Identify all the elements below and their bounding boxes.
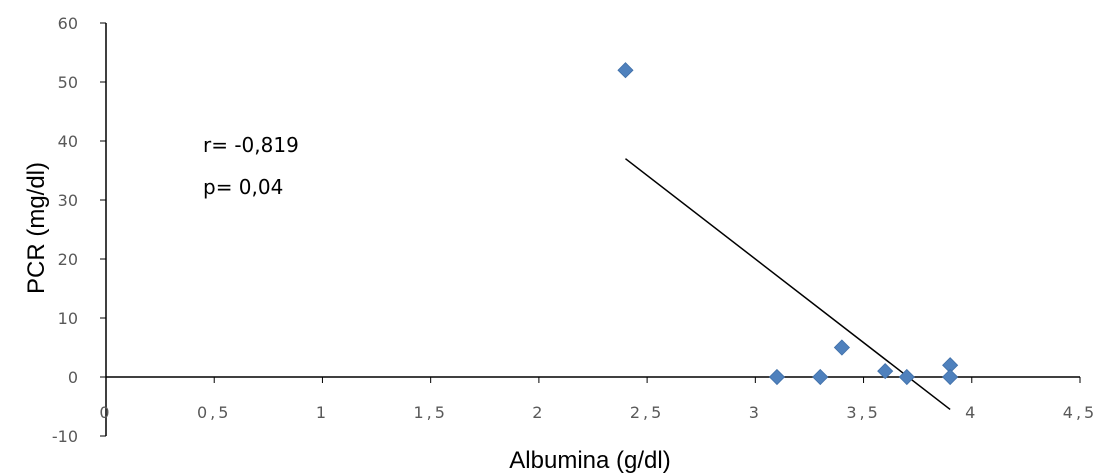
x-tick-label: 4,5 — [1063, 403, 1097, 422]
data-point — [898, 368, 915, 386]
x-tick-label: 0 — [99, 403, 112, 422]
data-point — [833, 339, 850, 356]
x-tick-label: 2,5 — [630, 403, 664, 422]
y-tick-label: -10 — [52, 427, 78, 446]
x-tick-label: 3 — [749, 403, 762, 422]
y-axis: 60 50 40 30 20 10 0 -10 — [52, 14, 107, 446]
x-tick-label: 1 — [316, 403, 329, 422]
data-point — [942, 368, 959, 386]
y-tick-label: 50 — [58, 73, 78, 92]
x-tick-label: 3,5 — [846, 403, 880, 422]
data-point — [617, 62, 634, 79]
annotation-p: p= 0,04 — [203, 175, 283, 199]
x-axis: 0 0,5 1 1,5 2 2,5 3 3,5 4 4,5 — [99, 376, 1097, 422]
x-tick-label: 0,5 — [197, 403, 231, 422]
y-tick-label: 30 — [58, 191, 78, 210]
trendline-line — [625, 158, 951, 411]
data-point — [768, 368, 786, 386]
x-tick-label: 1,5 — [413, 403, 447, 422]
y-axis-title: PCR (mg/dl) — [23, 162, 50, 294]
y-tick-label: 0 — [68, 368, 78, 387]
y-tick-label: 20 — [58, 250, 78, 269]
annotation-r: r= -0,819 — [203, 133, 299, 157]
x-tick-label: 4 — [965, 403, 978, 422]
y-tick-label: 10 — [58, 309, 78, 328]
trendline — [625, 158, 951, 411]
x-tick-label: 2 — [532, 403, 545, 422]
y-tick-label: 60 — [58, 14, 78, 33]
y-tick-label: 40 — [58, 132, 78, 151]
data-point — [877, 363, 894, 380]
data-points — [617, 62, 959, 386]
x-axis-title: Albumina (g/dl) — [509, 447, 670, 474]
data-point — [812, 368, 829, 386]
